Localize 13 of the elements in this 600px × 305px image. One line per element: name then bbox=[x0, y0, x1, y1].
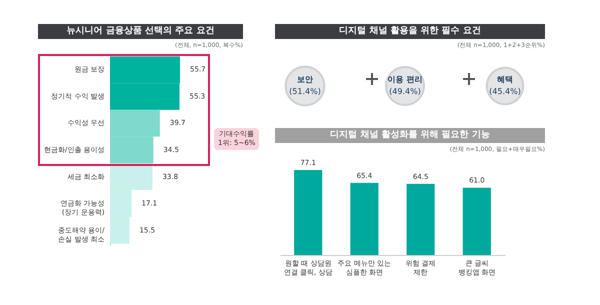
bar bbox=[462, 188, 491, 255]
category-label: 보안 bbox=[297, 75, 313, 84]
data-label: (49.4%) bbox=[389, 87, 421, 96]
data-label: (45.4%) bbox=[489, 87, 521, 96]
text: 디지털 채널 활용을 위한 필수 요건 bbox=[275, 24, 545, 39]
category-label: 이용 편리 bbox=[388, 75, 422, 84]
bar bbox=[294, 170, 322, 255]
chart-title: 디지털 채널 활성화를 위해 필요한 기능 bbox=[275, 128, 545, 143]
bar bbox=[350, 182, 378, 255]
bar bbox=[406, 184, 435, 255]
chart-title: 뉴시니어 금융상품 선택의 주요 요건 bbox=[38, 24, 243, 39]
category-label: 혜택 bbox=[497, 75, 513, 84]
data-label: (51.4%) bbox=[289, 87, 321, 96]
